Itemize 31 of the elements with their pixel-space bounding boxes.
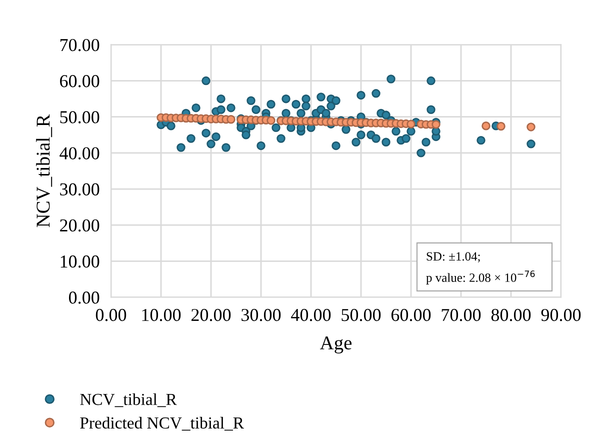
point xyxy=(482,122,490,130)
point xyxy=(266,116,276,125)
annotation: SD: ±1.04; xyxy=(426,252,480,262)
y-axis-title: NCV_tibial_R xyxy=(36,114,52,228)
x-tick-label: 60.00 xyxy=(391,308,431,322)
point xyxy=(226,115,236,124)
legend-label: NCV_tibial_R xyxy=(80,393,177,408)
legend-label: Predicted NCV_tibial_R xyxy=(80,416,244,431)
annotation: p value: 2.08 × 10$^{−76}$ xyxy=(426,270,535,284)
x-tick-label: 20.00 xyxy=(191,308,231,322)
point xyxy=(432,120,440,129)
x-tick-label: 70.00 xyxy=(442,308,481,322)
x-axis-title: Age xyxy=(320,336,352,354)
x-tick-label: 10.00 xyxy=(142,308,181,322)
point xyxy=(406,120,416,128)
y-tick-label: 20.00 xyxy=(60,219,100,232)
y-tick-label: 0.00 xyxy=(68,292,100,304)
y-tick-label: 50.00 xyxy=(60,111,100,124)
x-tick-label: 80.00 xyxy=(491,308,531,322)
y-tick-label: 60.00 xyxy=(60,75,100,88)
x-tick-label: 30.00 xyxy=(242,308,281,322)
point xyxy=(496,122,506,131)
x-tick-label: 50.00 xyxy=(342,308,381,322)
y-tick-label: 10.00 xyxy=(60,255,100,268)
y-tick-label: 40.00 xyxy=(60,147,100,160)
x-tick-label: 0.00 xyxy=(96,308,126,322)
point xyxy=(526,122,536,132)
x-tick-label: 40.00 xyxy=(291,308,331,322)
y-tick-label: 30.00 xyxy=(60,183,100,196)
y-tick-label: 70.00 xyxy=(60,38,100,52)
x-tick-label: 90.00 xyxy=(541,308,581,322)
